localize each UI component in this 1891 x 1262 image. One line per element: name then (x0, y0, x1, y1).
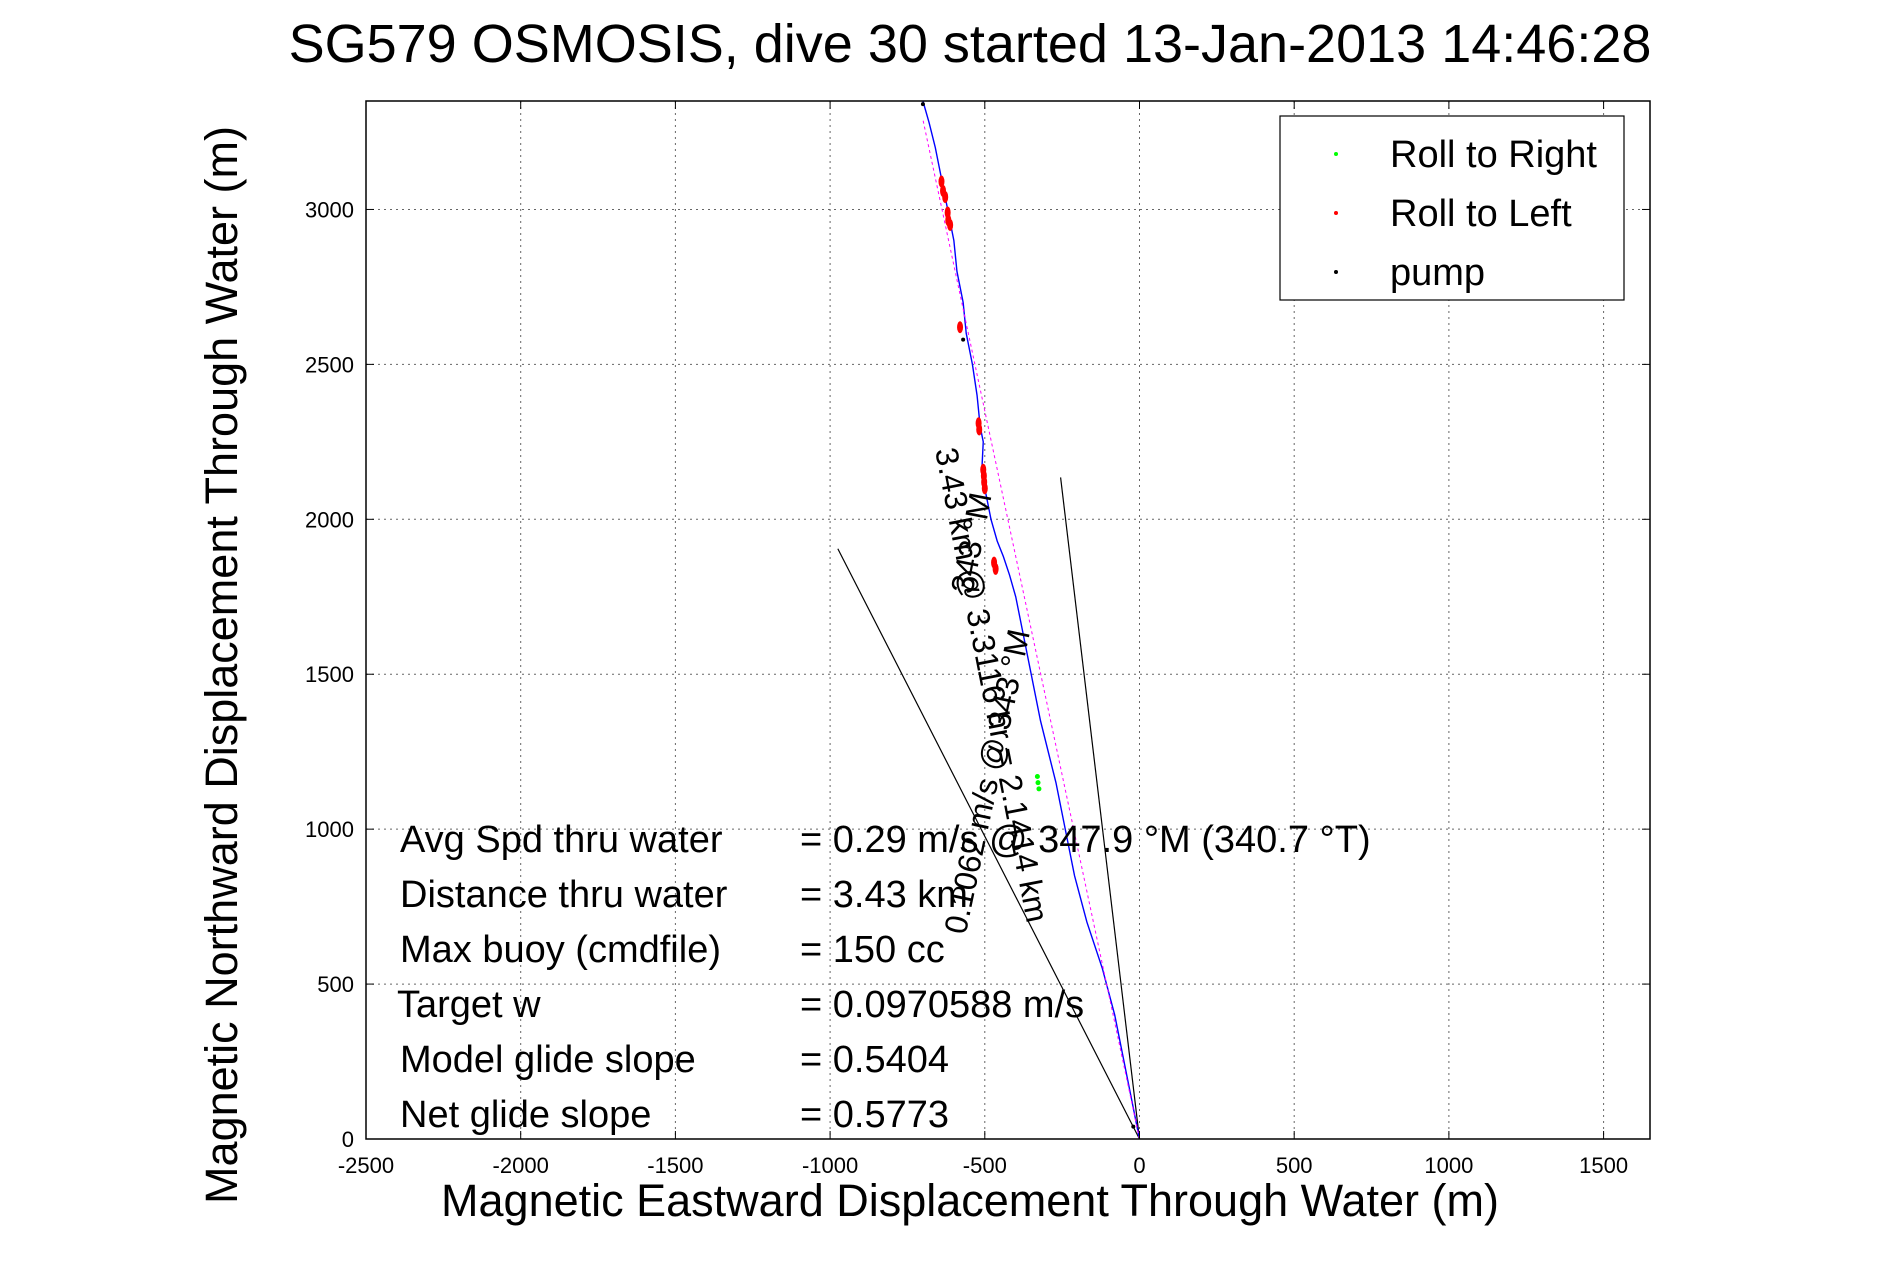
y-tick-label: 1000 (305, 817, 354, 842)
legend-label: Roll to Left (1390, 193, 1572, 235)
y-axis-label: Magnetic Northward Displacement Through … (196, 126, 247, 1204)
guide-lines (837, 477, 1141, 1140)
roll-left-point (957, 321, 964, 334)
stat-label: Distance thru water (400, 874, 728, 916)
legend-label: Roll to Right (1390, 134, 1597, 176)
y-tick-label: 2500 (305, 352, 354, 377)
x-tick-label: -500 (963, 1153, 1007, 1178)
stat-label: Target w (397, 984, 541, 1026)
roll-left-point (938, 175, 945, 188)
marker-layer (920, 102, 1136, 1129)
x-tick-label: -2500 (338, 1153, 394, 1178)
roll-left-point (981, 482, 988, 495)
stat-value: = 0.5773 (800, 1094, 949, 1136)
x-tick-label: -1000 (802, 1153, 858, 1178)
x-tick-label: -1500 (647, 1153, 703, 1178)
legend-label: pump (1390, 252, 1485, 294)
y-tick-label: 500 (317, 972, 354, 997)
guide-line (837, 548, 1141, 1140)
stat-value: = 0.29 m/s @ 347.9 °M (340.7 °T) (800, 819, 1371, 861)
roll-right-point (1034, 773, 1040, 779)
legend: Roll to Right Roll to Left pump (1279, 115, 1625, 301)
guide-line (1060, 477, 1141, 1140)
stat-label: Max buoy (cmdfile) (400, 929, 721, 971)
stat-value: = 3.43 km (800, 874, 968, 916)
stat-value: = 150 cc (800, 929, 945, 971)
y-tick-label: 3000 (305, 197, 354, 222)
chart-title: SG579 OSMOSIS, dive 30 started 13-Jan-20… (289, 14, 1652, 74)
legend-box (1279, 115, 1625, 301)
roll-right-point (1036, 786, 1042, 792)
pump-point (920, 102, 925, 107)
y-tick-label: 1500 (305, 662, 354, 687)
x-tick-label: 1500 (1579, 1153, 1628, 1178)
stat-label: Net glide slope (400, 1094, 651, 1136)
x-tick-label: 1000 (1424, 1153, 1473, 1178)
stat-label: Model glide slope (400, 1039, 696, 1081)
pump-point (961, 337, 966, 342)
stat-value: = 0.0970588 m/s (800, 984, 1084, 1026)
legend-marker-pump (1334, 270, 1338, 274)
legend-marker-roll_right (1334, 152, 1338, 156)
tick-labels: -2500 -2000 -1500 -1000 -500 0 500 1000 1500 0 500… (305, 101, 1650, 1178)
roll-left-point (947, 218, 954, 231)
x-tick-label: 0 (1133, 1153, 1145, 1178)
roll-right-point (1035, 780, 1041, 786)
y-tick-label: 0 (342, 1127, 354, 1152)
legend-marker-roll_left (1334, 211, 1338, 215)
y-tick-label: 2000 (305, 507, 354, 532)
roll-left-point (992, 562, 999, 575)
roll-left-point (942, 191, 949, 204)
plot-frame (365, 100, 1651, 1140)
pump-point (1131, 1124, 1136, 1129)
stat-value: = 0.5404 (800, 1039, 949, 1081)
stats-block: Avg Spd thru water = 0.29 m/s @ 347.9 °M … (397, 819, 1371, 1136)
x-tick-label: -2000 (493, 1153, 549, 1178)
x-axis-label: Magnetic Eastward Displacement Through W… (441, 1175, 1499, 1226)
x-tick-label: 500 (1276, 1153, 1313, 1178)
roll-left-point (976, 423, 983, 436)
stat-label: Avg Spd thru water (400, 819, 723, 861)
